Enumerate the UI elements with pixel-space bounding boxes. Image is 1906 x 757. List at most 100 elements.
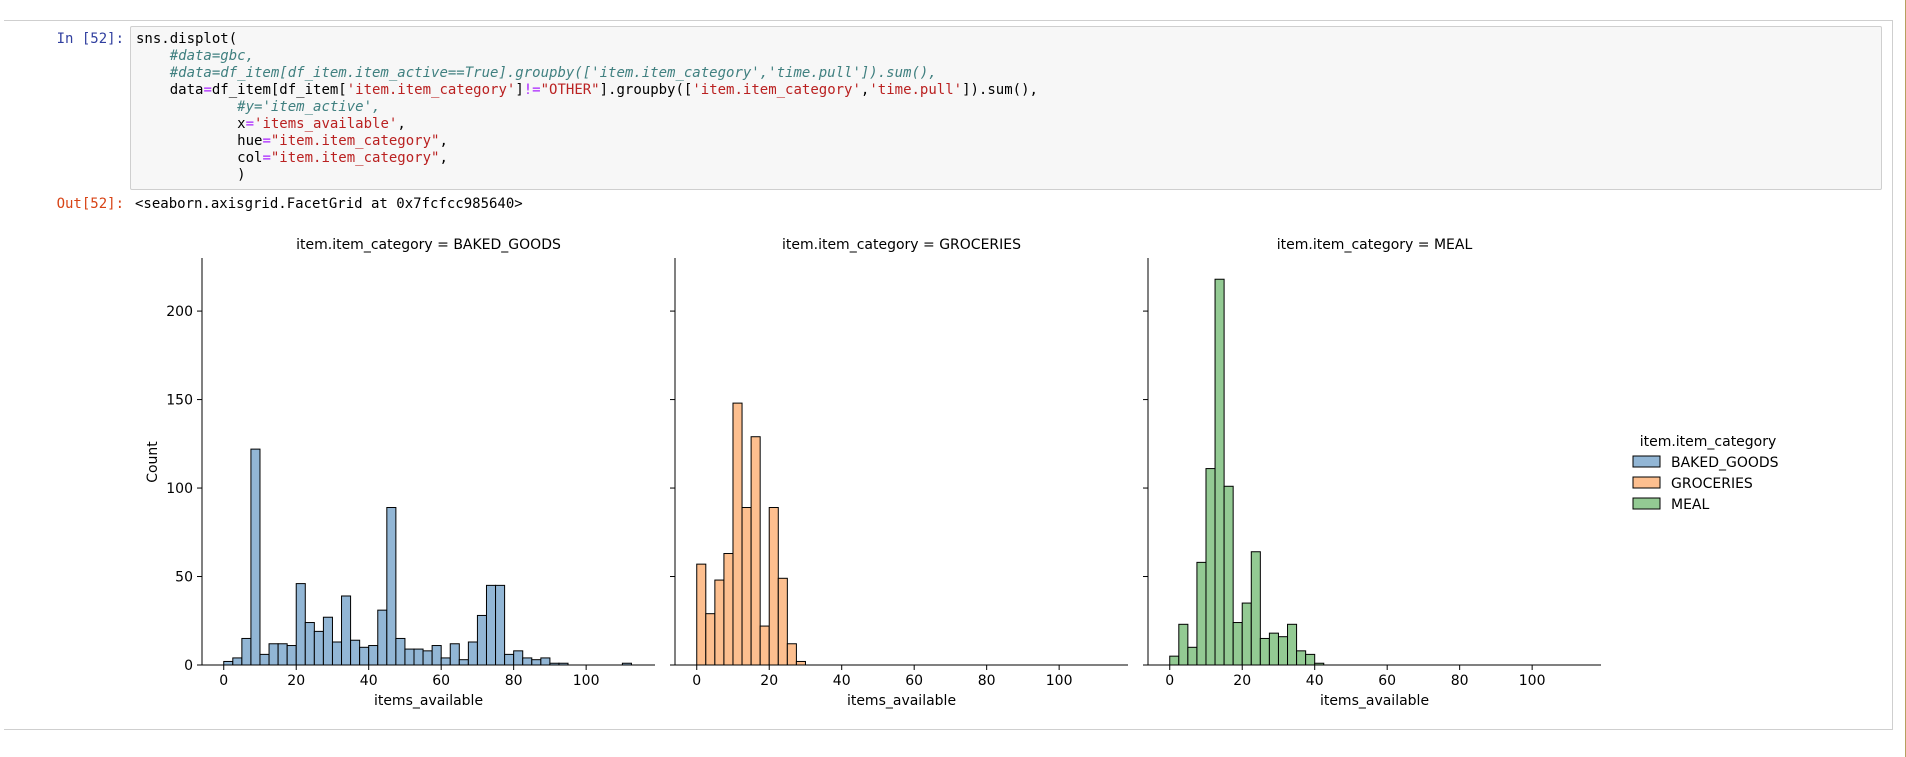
histogram-bar bbox=[1223, 485, 1234, 666]
histogram-bar bbox=[1196, 561, 1207, 666]
histogram-bar bbox=[277, 643, 288, 666]
code-token: = bbox=[203, 82, 212, 98]
code-token: "OTHER" bbox=[540, 82, 600, 98]
code-token: sns.displot( bbox=[136, 31, 238, 47]
x-tick-label: 100 bbox=[1046, 673, 1073, 689]
y-tick-label: 50 bbox=[175, 570, 193, 586]
histogram-bar bbox=[404, 648, 415, 666]
histogram-bar bbox=[395, 637, 406, 666]
code-token bbox=[136, 65, 170, 81]
x-tick-label: 80 bbox=[505, 673, 523, 689]
histogram-bar bbox=[476, 614, 487, 666]
x-tick-label: 100 bbox=[1519, 673, 1546, 689]
code-token: 'time.pull' bbox=[869, 82, 963, 98]
code-token: = bbox=[245, 116, 255, 132]
legend-title: item.item_category bbox=[1640, 434, 1777, 450]
code-editor[interactable]: sns.displot( #data=gbc, #data=df_item[df… bbox=[130, 26, 1882, 190]
facet-grid-plot: 0 20 40 60 80 100050100150200item.item_catego… bbox=[145, 237, 1779, 709]
histogram-bar bbox=[522, 657, 533, 666]
y-axis-label: Count bbox=[145, 441, 161, 483]
histogram-bar bbox=[322, 616, 333, 666]
histogram-bar bbox=[359, 646, 370, 666]
x-tick-label: 60 bbox=[1378, 673, 1396, 689]
panel-title: item.item_category = MEAL bbox=[1277, 237, 1473, 253]
x-tick-label: 20 bbox=[760, 673, 778, 689]
panel-title: item.item_category = GROCERIES bbox=[782, 237, 1021, 253]
histogram-bar bbox=[295, 583, 306, 666]
histogram-bar bbox=[1250, 551, 1261, 666]
histogram-bar bbox=[759, 625, 770, 666]
histogram-bar bbox=[1232, 622, 1243, 666]
histogram-bar bbox=[259, 653, 270, 666]
histogram-bar bbox=[1178, 623, 1189, 666]
histogram-bar bbox=[485, 584, 497, 666]
histogram-bar bbox=[467, 641, 478, 666]
code-token: #y='item_active', bbox=[237, 99, 381, 115]
histogram-bar bbox=[1259, 637, 1270, 666]
code-line: col="item.item_category", bbox=[136, 150, 1876, 167]
y-tick-label: 200 bbox=[166, 304, 193, 320]
code-line: hue="item.item_category", bbox=[136, 133, 1876, 150]
output-prompt: Out[52]: bbox=[56, 196, 124, 212]
x-tick-label: 0 bbox=[219, 673, 228, 689]
histogram-bar bbox=[1214, 278, 1225, 666]
code-token: 'item.item_category' bbox=[346, 82, 516, 98]
code-token: 'items_available' bbox=[254, 116, 398, 132]
code-token: data bbox=[136, 82, 204, 98]
histogram-bar bbox=[304, 622, 315, 666]
x-tick-label: 0 bbox=[692, 673, 701, 689]
histogram-bar bbox=[241, 637, 252, 666]
output-text: <seaborn.axisgrid.FacetGrid at 0x7fcfcc9… bbox=[135, 196, 523, 212]
code-token: x bbox=[136, 116, 246, 132]
code-line: ) bbox=[136, 167, 1876, 184]
histogram-bar bbox=[1287, 623, 1298, 666]
histogram-bar bbox=[431, 645, 442, 666]
code-token: , bbox=[860, 82, 870, 98]
histogram-bar bbox=[540, 657, 551, 666]
histogram-bar bbox=[1169, 655, 1180, 666]
histogram-bar bbox=[777, 577, 788, 666]
code-token: ) bbox=[136, 167, 246, 183]
x-tick-label: 80 bbox=[1451, 673, 1469, 689]
x-tick-label: 40 bbox=[1306, 673, 1324, 689]
x-tick-label: 60 bbox=[432, 673, 450, 689]
code-token: ]).sum(), bbox=[962, 82, 1038, 98]
x-axis-label: items_available bbox=[1320, 693, 1429, 709]
histogram-bar bbox=[495, 584, 506, 666]
code-token: ].groupby([ bbox=[599, 82, 693, 98]
histogram-bar bbox=[1277, 636, 1289, 666]
histogram-bar bbox=[458, 659, 469, 666]
code-token: "item.item_category" bbox=[270, 150, 440, 166]
code-token bbox=[136, 99, 237, 115]
code-token: col bbox=[136, 150, 263, 166]
x-tick-label: 100 bbox=[573, 673, 600, 689]
histogram-bar bbox=[232, 657, 243, 666]
code-token: , bbox=[439, 133, 448, 149]
histogram-bar bbox=[268, 643, 279, 666]
x-tick-label: 60 bbox=[905, 673, 923, 689]
histogram-bar bbox=[714, 579, 725, 666]
histogram-bar bbox=[223, 660, 234, 666]
y-tick-label: 0 bbox=[184, 658, 193, 674]
x-tick-label: 80 bbox=[978, 673, 996, 689]
histogram-bar bbox=[449, 643, 460, 666]
code-token: , bbox=[397, 116, 406, 132]
histogram-bar bbox=[422, 650, 433, 666]
histogram-bar bbox=[732, 402, 743, 666]
code-line: data=df_item[df_item['item.item_category… bbox=[136, 82, 1876, 99]
code-line: #data=df_item[df_item.item_active==True]… bbox=[136, 65, 1876, 82]
histogram-bar bbox=[386, 507, 397, 666]
histogram-bar bbox=[768, 507, 779, 666]
code-token: = bbox=[262, 150, 271, 166]
code-token: #data=df_item[df_item.item_active==True]… bbox=[169, 65, 937, 81]
code-token: != bbox=[523, 82, 541, 98]
panel-title: item.item_category = BAKED_GOODS bbox=[296, 237, 561, 253]
x-tick-label: 0 bbox=[1165, 673, 1174, 689]
code-token: ] bbox=[515, 82, 524, 98]
histogram-bar bbox=[1268, 632, 1279, 666]
code-token: hue bbox=[136, 133, 263, 149]
code-token: df_item[df_item[ bbox=[211, 82, 347, 98]
x-tick-label: 40 bbox=[360, 673, 378, 689]
histogram-bar bbox=[513, 650, 524, 666]
histogram-bar bbox=[531, 659, 542, 666]
